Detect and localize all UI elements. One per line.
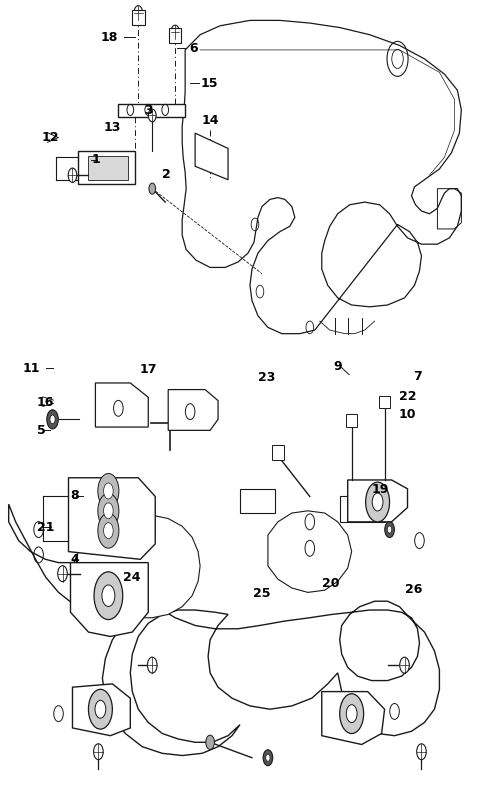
Circle shape <box>263 750 273 766</box>
Circle shape <box>98 493 119 528</box>
Text: 3: 3 <box>144 104 153 117</box>
Circle shape <box>206 735 215 749</box>
Circle shape <box>98 513 119 548</box>
Text: 18: 18 <box>101 31 118 44</box>
Text: 25: 25 <box>253 587 271 600</box>
Text: 7: 7 <box>413 370 422 383</box>
Circle shape <box>372 493 383 511</box>
Text: 8: 8 <box>70 489 79 502</box>
Polygon shape <box>168 390 218 430</box>
Circle shape <box>47 410 58 429</box>
Circle shape <box>148 109 156 122</box>
Circle shape <box>95 701 106 718</box>
Circle shape <box>58 566 67 582</box>
Text: 15: 15 <box>201 77 218 90</box>
Polygon shape <box>71 563 148 637</box>
Text: 26: 26 <box>405 583 422 596</box>
Text: 10: 10 <box>399 408 416 421</box>
Circle shape <box>366 482 390 522</box>
Text: 11: 11 <box>23 362 40 375</box>
Circle shape <box>400 658 409 673</box>
Polygon shape <box>72 684 130 736</box>
Text: 16: 16 <box>36 396 54 409</box>
Circle shape <box>88 689 112 729</box>
Circle shape <box>171 26 180 40</box>
Circle shape <box>147 658 157 673</box>
Polygon shape <box>340 497 384 522</box>
Text: 19: 19 <box>372 484 389 497</box>
Text: 21: 21 <box>36 521 54 534</box>
Text: 14: 14 <box>202 114 219 128</box>
Text: 2: 2 <box>162 167 171 181</box>
Circle shape <box>102 585 115 607</box>
Circle shape <box>94 744 103 760</box>
Polygon shape <box>322 692 384 744</box>
Text: 17: 17 <box>140 363 157 375</box>
Text: 22: 22 <box>399 391 416 403</box>
Circle shape <box>387 526 392 533</box>
Circle shape <box>417 744 426 760</box>
Polygon shape <box>88 155 128 179</box>
Polygon shape <box>119 104 185 117</box>
Text: 24: 24 <box>123 571 140 584</box>
Polygon shape <box>78 151 135 184</box>
Text: 6: 6 <box>189 42 197 55</box>
Text: 23: 23 <box>258 371 276 383</box>
FancyBboxPatch shape <box>132 10 144 25</box>
Polygon shape <box>69 477 155 559</box>
Text: 1: 1 <box>92 153 100 167</box>
Circle shape <box>346 705 357 723</box>
Polygon shape <box>195 133 228 179</box>
Circle shape <box>104 523 113 539</box>
Circle shape <box>266 754 270 761</box>
Polygon shape <box>85 505 125 522</box>
Text: 13: 13 <box>104 121 121 135</box>
Text: 9: 9 <box>333 360 342 373</box>
FancyBboxPatch shape <box>379 395 390 408</box>
Text: 5: 5 <box>36 424 45 437</box>
Circle shape <box>98 473 119 508</box>
Text: 12: 12 <box>41 131 59 144</box>
Circle shape <box>134 6 143 20</box>
Polygon shape <box>182 21 461 334</box>
Circle shape <box>104 503 113 519</box>
Circle shape <box>104 483 113 499</box>
FancyBboxPatch shape <box>346 414 358 427</box>
Polygon shape <box>268 511 352 592</box>
Polygon shape <box>9 505 439 756</box>
Circle shape <box>50 415 55 424</box>
Circle shape <box>68 168 77 183</box>
Polygon shape <box>240 489 275 513</box>
Text: 20: 20 <box>323 576 340 590</box>
Text: 4: 4 <box>70 552 79 566</box>
Circle shape <box>340 693 364 733</box>
Circle shape <box>149 183 156 194</box>
Polygon shape <box>72 515 200 618</box>
Polygon shape <box>348 480 408 522</box>
Polygon shape <box>96 383 148 427</box>
FancyBboxPatch shape <box>272 446 284 460</box>
FancyBboxPatch shape <box>169 29 181 43</box>
Circle shape <box>94 571 123 619</box>
Circle shape <box>385 521 395 537</box>
